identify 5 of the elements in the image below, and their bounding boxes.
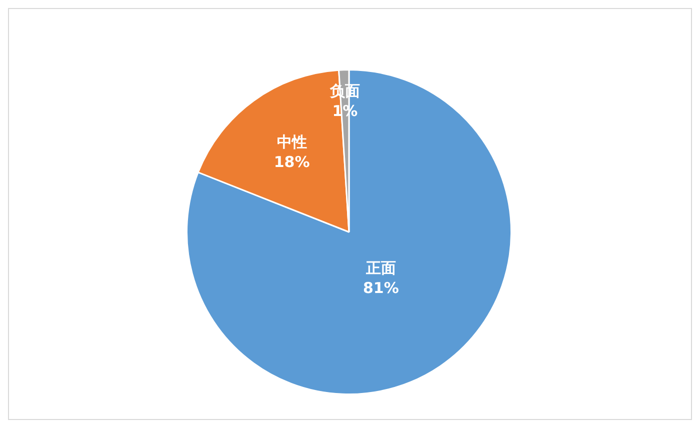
data-label: 1%: [332, 102, 358, 120]
data-label: 81%: [362, 278, 399, 297]
slice-label: 中性: [276, 133, 307, 152]
data-label: 18%: [274, 153, 310, 172]
slice-label: 正面: [364, 258, 396, 277]
